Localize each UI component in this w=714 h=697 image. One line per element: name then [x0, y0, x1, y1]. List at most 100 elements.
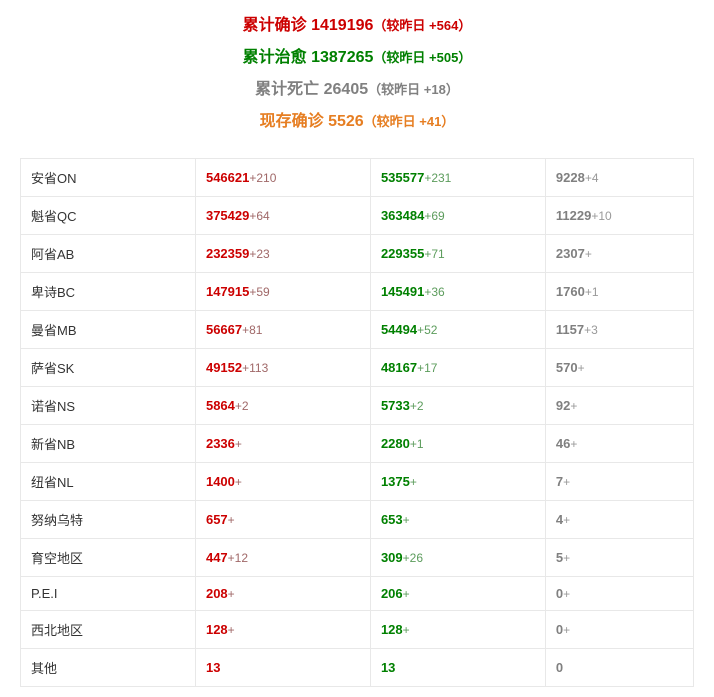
confirmed-value: 208: [206, 586, 228, 601]
confirmed-value: 375429: [206, 208, 249, 223]
confirmed-cell: 128+: [195, 611, 370, 649]
confirmed-cell: 147915+59: [195, 273, 370, 311]
summary-value: 1387265: [311, 49, 373, 66]
province-name: 曼省MB: [21, 311, 196, 349]
death-delta: +1: [585, 285, 599, 299]
recovered-delta: +: [410, 475, 417, 489]
summary-change-prefix: （较昨日: [364, 114, 420, 129]
summary-value: 1419196: [311, 17, 373, 34]
summary-change-value: +18: [424, 82, 446, 97]
province-name: 魁省QC: [21, 197, 196, 235]
province-name: 其他: [21, 649, 196, 687]
recovered-cell: 2280+1: [370, 425, 545, 463]
confirmed-delta: +: [235, 475, 242, 489]
recovered-value: 145491: [381, 284, 424, 299]
province-name: 努纳乌特: [21, 501, 196, 539]
confirmed-value: 232359: [206, 246, 249, 261]
confirmed-delta: +2: [235, 399, 249, 413]
death-value: 11229: [556, 208, 591, 223]
recovered-delta: +2: [410, 399, 424, 413]
death-value: 92: [556, 398, 570, 413]
confirmed-cell: 2336+: [195, 425, 370, 463]
death-value: 0: [556, 660, 563, 675]
province-name: 西北地区: [21, 611, 196, 649]
recovered-delta: +1: [410, 437, 424, 451]
recovered-delta: +26: [403, 551, 423, 565]
recovered-cell: 653+: [370, 501, 545, 539]
confirmed-value: 128: [206, 622, 228, 637]
death-value: 46: [556, 436, 570, 451]
confirmed-delta: +: [235, 437, 242, 451]
summary-change: （较昨日 +18）: [368, 82, 459, 97]
recovered-cell: 363484+69: [370, 197, 545, 235]
confirmed-value: 1400: [206, 474, 235, 489]
summary-change: （较昨日 +41）: [364, 114, 455, 129]
province-name: 卑诗BC: [21, 273, 196, 311]
death-cell: 92+: [545, 387, 693, 425]
death-delta: +: [563, 587, 570, 601]
death-delta: +: [570, 399, 577, 413]
recovered-cell: 128+: [370, 611, 545, 649]
province-name: 阿省AB: [21, 235, 196, 273]
death-cell: 0+: [545, 611, 693, 649]
confirmed-cell: 208+: [195, 577, 370, 611]
summary-change: （较昨日 +505）: [373, 50, 471, 65]
confirmed-value: 13: [206, 660, 220, 675]
death-delta: +3: [584, 323, 598, 337]
death-cell: 0+: [545, 577, 693, 611]
death-delta: +: [585, 247, 592, 261]
province-name: 诺省NS: [21, 387, 196, 425]
death-delta: +: [570, 437, 577, 451]
table-row: 安省ON546621+210535577+2319228+4: [21, 159, 694, 197]
summary-change-suffix: ）: [458, 50, 471, 65]
summary-change-value: +505: [429, 50, 458, 65]
recovered-cell: 535577+231: [370, 159, 545, 197]
confirmed-value: 546621: [206, 170, 249, 185]
death-value: 0: [556, 622, 563, 637]
summary-value: 26405: [324, 81, 369, 98]
table-row: 西北地区128+128+0+: [21, 611, 694, 649]
confirmed-delta: +: [228, 587, 235, 601]
death-cell: 11229+10: [545, 197, 693, 235]
recovered-delta: +: [403, 513, 410, 527]
recovered-value: 5733: [381, 398, 410, 413]
death-value: 1760: [556, 284, 585, 299]
table-row: P.E.I208+206+0+: [21, 577, 694, 611]
confirmed-delta: +59: [249, 285, 269, 299]
recovered-value: 128: [381, 622, 403, 637]
summary-label: 现存确诊: [260, 113, 324, 130]
recovered-value: 363484: [381, 208, 424, 223]
recovered-value: 1375: [381, 474, 410, 489]
summary-line-2: 累计死亡 26405（较昨日 +18）: [20, 74, 694, 106]
confirmed-cell: 1400+: [195, 463, 370, 501]
confirmed-value: 56667: [206, 322, 242, 337]
death-delta: +4: [585, 171, 599, 185]
death-cell: 46+: [545, 425, 693, 463]
death-value: 9228: [556, 170, 585, 185]
recovered-cell: 145491+36: [370, 273, 545, 311]
summary-label: 累计治愈: [243, 49, 307, 66]
recovered-cell: 229355+71: [370, 235, 545, 273]
recovered-value: 48167: [381, 360, 417, 375]
death-cell: 9228+4: [545, 159, 693, 197]
confirmed-value: 5864: [206, 398, 235, 413]
recovered-delta: +17: [417, 361, 437, 375]
summary-change: （较昨日 +564）: [373, 18, 471, 33]
summary-label: 累计确诊: [243, 17, 307, 34]
recovered-value: 13: [381, 660, 395, 675]
summary-line-1: 累计治愈 1387265（较昨日 +505）: [20, 42, 694, 74]
table-row: 曼省MB56667+8154494+521157+3: [21, 311, 694, 349]
table-row: 纽省NL1400+1375+7+: [21, 463, 694, 501]
summary-label: 累计死亡: [255, 81, 319, 98]
death-delta: +: [563, 551, 570, 565]
confirmed-delta: +81: [242, 323, 262, 337]
death-delta: +: [578, 361, 585, 375]
recovered-delta: +52: [417, 323, 437, 337]
summary-change-prefix: （较昨日: [373, 50, 429, 65]
recovered-value: 229355: [381, 246, 424, 261]
recovered-delta: +71: [424, 247, 444, 261]
death-value: 2307: [556, 246, 585, 261]
recovered-cell: 5733+2: [370, 387, 545, 425]
recovered-value: 309: [381, 550, 403, 565]
summary-change-suffix: ）: [446, 82, 459, 97]
